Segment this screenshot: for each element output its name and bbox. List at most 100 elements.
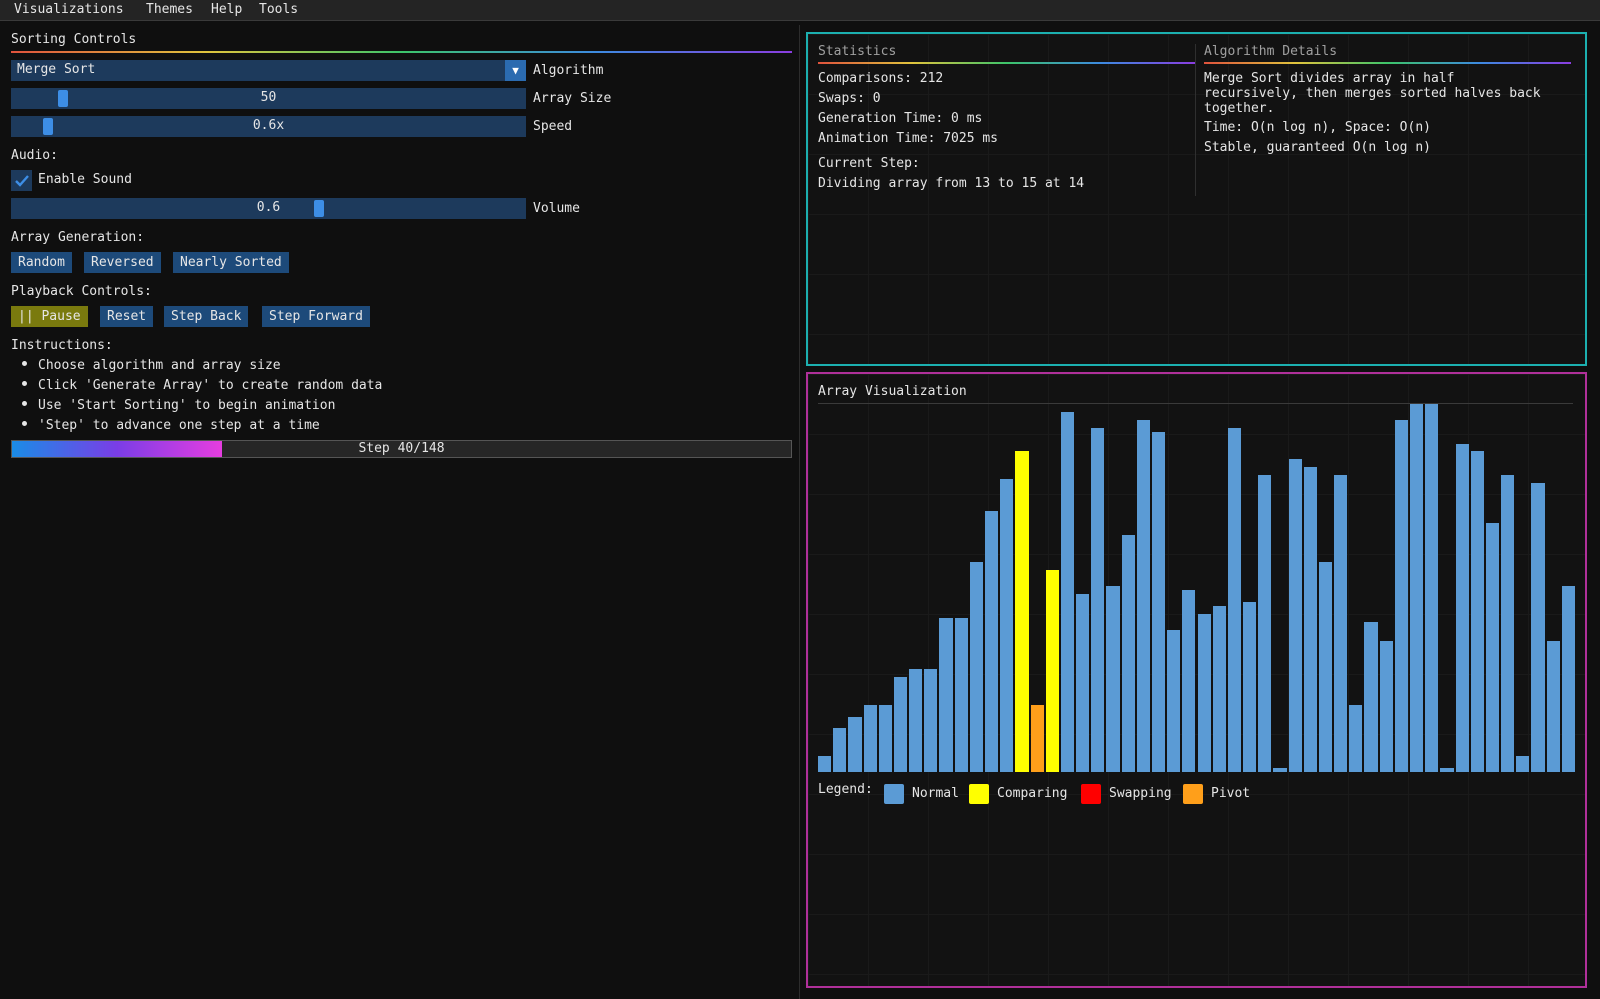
reset-button[interactable]: Reset	[100, 306, 154, 327]
current-step-label: Current Step:	[818, 156, 920, 171]
array-bar	[954, 617, 968, 772]
reversed-button[interactable]: Reversed	[84, 252, 161, 273]
panel-divider[interactable]	[799, 25, 800, 999]
legend-swapping-label: Swapping	[1109, 786, 1172, 801]
array-bar	[1167, 629, 1181, 772]
array-bar	[1334, 475, 1348, 772]
array-bar	[1410, 404, 1424, 772]
speed-slider[interactable]: 0.6x	[11, 116, 526, 137]
instruction-item: Choose algorithm and array size	[22, 358, 281, 373]
array-bar	[969, 562, 983, 772]
array-bar	[1045, 570, 1059, 772]
array-bar	[909, 669, 923, 772]
controls-title: Sorting Controls	[11, 32, 137, 47]
array-size-slider-handle[interactable]	[58, 90, 69, 107]
instruction-item: Click 'Generate Array' to create random …	[22, 378, 382, 393]
instruction-text: Choose algorithm and array size	[38, 358, 281, 373]
menu-help[interactable]: Help	[211, 2, 243, 17]
array-size-slider[interactable]: 50	[11, 88, 526, 109]
array-bar	[1060, 411, 1075, 772]
array-bar	[1197, 613, 1211, 772]
current-step-text: Dividing array from 13 to 15 at 14	[818, 176, 1085, 191]
algorithm-label: Algorithm	[533, 63, 604, 78]
stats-column-divider	[1195, 44, 1196, 196]
array-bar	[1318, 562, 1333, 772]
description-line: recursively, then merges sorted halves b…	[1204, 86, 1541, 101]
random-button[interactable]: Random	[11, 252, 72, 273]
enable-sound-label: Enable Sound	[38, 172, 132, 187]
array-bar	[939, 617, 953, 772]
array-size-value: 50	[260, 90, 277, 105]
array-bar	[1136, 419, 1150, 772]
array-bar	[833, 728, 847, 772]
checkmark-icon	[14, 174, 29, 187]
complexity-text: Time: O(n log n), Space: O(n)	[1204, 120, 1431, 135]
step-forward-button[interactable]: Step Forward	[262, 306, 370, 327]
legend-swatch-swapping	[1081, 784, 1101, 804]
array-bar	[1076, 593, 1090, 772]
instruction-text: 'Step' to advance one step at a time	[38, 418, 320, 433]
array-bar	[1425, 404, 1439, 772]
speed-value: 0.6x	[252, 118, 285, 133]
volume-slider[interactable]: 0.6	[11, 198, 526, 219]
menu-themes[interactable]: Themes	[146, 2, 193, 17]
visualization-title: Array Visualization	[818, 384, 967, 399]
playback-title: Playback Controls:	[11, 284, 152, 299]
array-bar	[1121, 534, 1135, 772]
stability-text: Stable, guaranteed O(n log n)	[1204, 140, 1431, 155]
array-bar	[1151, 431, 1166, 772]
volume-slider-handle[interactable]	[313, 200, 324, 217]
generation-time: Generation Time: 0 ms	[818, 111, 983, 126]
legend-swatch-normal	[884, 784, 904, 804]
controls-title-divider	[11, 51, 792, 53]
pause-button[interactable]: || Pause	[11, 306, 88, 327]
array-bar	[1455, 443, 1469, 772]
legend-swatch-comparing	[969, 784, 989, 804]
bullet-icon	[22, 401, 27, 406]
menu-tools[interactable]: Tools	[259, 2, 299, 17]
step-progress-bar: Step 40/148	[11, 440, 792, 458]
menu-visualizations[interactable]: Visualizations	[14, 2, 124, 17]
legend-swatch-pivot	[1183, 784, 1203, 804]
instruction-text: Click 'Generate Array' to create random …	[38, 378, 383, 393]
algorithm-dropdown[interactable]: Merge Sort ▼	[11, 60, 526, 81]
array-bar	[1546, 641, 1560, 772]
animation-time: Animation Time: 7025 ms	[818, 131, 999, 146]
chevron-down-icon[interactable]: ▼	[505, 60, 526, 81]
array-bar	[1243, 601, 1257, 772]
array-bar	[1485, 522, 1500, 772]
array-bar	[1091, 427, 1105, 772]
array-bar	[1030, 704, 1044, 772]
speed-slider-handle[interactable]	[43, 118, 54, 135]
bar-chart	[818, 404, 1577, 772]
bullet-icon	[22, 361, 27, 366]
array-bar	[1440, 768, 1454, 772]
array-bar	[1015, 451, 1029, 772]
legend-comparing-label: Comparing	[997, 786, 1068, 801]
instruction-item: 'Step' to advance one step at a time	[22, 418, 320, 433]
array-bar	[818, 756, 832, 772]
comparisons-count: Comparisons: 212	[818, 71, 944, 86]
array-bar	[1288, 459, 1302, 772]
speed-label: Speed	[533, 119, 573, 134]
statistics-title-divider	[818, 62, 1195, 64]
array-bar	[1470, 451, 1484, 772]
visualization-title-divider	[818, 403, 1573, 404]
statistics-panel: Statistics Comparisons: 212 Swaps: 0 Gen…	[806, 32, 1587, 366]
array-bar	[1501, 475, 1515, 772]
instruction-text: Use 'Start Sorting' to begin animation	[38, 398, 336, 413]
array-bar	[893, 677, 908, 772]
bullet-icon	[22, 381, 27, 386]
statistics-title: Statistics	[818, 44, 897, 59]
array-bar	[848, 716, 862, 772]
array-bar	[1227, 427, 1242, 772]
nearly-sorted-button[interactable]: Nearly Sorted	[173, 252, 289, 273]
array-generation-title: Array Generation:	[11, 230, 145, 245]
array-bar	[1531, 483, 1545, 772]
enable-sound-checkbox[interactable]	[11, 170, 32, 191]
array-bar	[1379, 641, 1393, 772]
instruction-item: Use 'Start Sorting' to begin animation	[22, 398, 335, 413]
step-progress-text: Step 40/148	[358, 441, 445, 456]
step-back-button[interactable]: Step Back	[164, 306, 249, 327]
legend-normal-label: Normal	[912, 786, 959, 801]
